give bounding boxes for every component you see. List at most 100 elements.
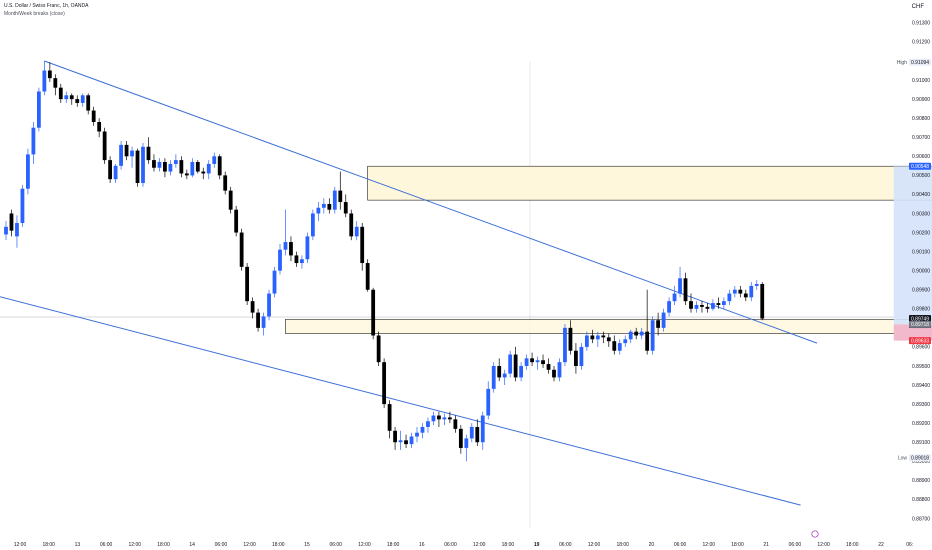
chart-title: U.S. Dollar / Swiss Franc, 1h, OANDA — [4, 3, 89, 9]
candle-body — [732, 289, 737, 294]
price-tick-label: 0.91000 — [912, 78, 930, 84]
candle-body — [327, 203, 332, 210]
candle-body — [190, 162, 195, 176]
candle-body — [168, 163, 173, 172]
candle-body — [283, 242, 288, 250]
price-tick-label: 0.89300 — [912, 402, 930, 408]
candle-body — [595, 335, 600, 340]
candle-body — [519, 365, 524, 378]
candle-body — [130, 150, 134, 157]
candle-body — [464, 438, 469, 448]
time-tick-label: 18:00 — [731, 542, 744, 548]
candle-body — [300, 259, 304, 264]
candle-body — [135, 150, 140, 183]
candle-body — [36, 91, 41, 128]
candle-body — [447, 417, 452, 420]
candle-body — [53, 78, 58, 88]
candle-body — [163, 162, 167, 172]
candle-body — [475, 426, 480, 443]
candle-body — [157, 162, 162, 168]
time-tick-label: 15 — [304, 542, 310, 548]
low-price-tag — [909, 454, 931, 462]
candle-body — [634, 331, 639, 336]
candle-body — [458, 428, 463, 448]
candle-body — [97, 121, 102, 132]
candle-body — [245, 266, 250, 302]
candle-body — [678, 278, 682, 294]
candle-body — [250, 301, 255, 313]
price-tick-label: 0.90800 — [912, 116, 930, 122]
price-tick-label: 0.91300 — [912, 21, 930, 27]
candle-body — [15, 223, 19, 237]
candle-body — [760, 284, 765, 319]
price-tick-label: 0.90000 — [912, 268, 930, 274]
candle-body — [9, 213, 14, 231]
candle-body — [124, 144, 129, 157]
candle-body — [667, 301, 671, 313]
candle-body — [102, 131, 107, 161]
candle-body — [42, 70, 47, 92]
price-tick-label: 0.91200 — [912, 40, 930, 46]
stop-price-tag — [909, 337, 931, 345]
candle-body — [267, 293, 271, 317]
price-tick-label: 0.89900 — [912, 288, 930, 294]
candle-body — [234, 209, 239, 233]
candle-body — [469, 426, 474, 439]
price-tick-label: 0.90700 — [912, 135, 930, 141]
high-price-tag-label: High — [897, 60, 908, 66]
candle-body — [453, 419, 458, 429]
channel-upper-line — [44, 60, 818, 344]
position-target-area — [893, 166, 932, 325]
candle-body — [201, 171, 206, 174]
time-tick-label: 18:00 — [157, 542, 170, 548]
time-tick-label: 12:00 — [817, 542, 830, 548]
candle-body — [584, 335, 589, 347]
candle-body — [294, 255, 299, 264]
candle-body — [179, 160, 184, 174]
time-tick-label: 12:00 — [129, 542, 142, 548]
candle-body — [491, 365, 496, 389]
candle-body — [86, 95, 91, 111]
candle-body — [31, 127, 36, 155]
candle-body — [601, 335, 606, 338]
time-tick-label: 18:00 — [846, 542, 859, 548]
high-price-tag — [909, 58, 931, 66]
time-tick-label: 12:00 — [588, 542, 601, 548]
time-tick-label: 18:00 — [387, 542, 400, 548]
candle-body — [513, 354, 518, 378]
time-tick-label: 06:00 — [789, 542, 802, 548]
candle-body — [426, 421, 430, 427]
candle-body — [743, 293, 748, 298]
candle-body — [239, 232, 244, 267]
candle-body — [535, 360, 540, 363]
candle-body — [415, 432, 419, 437]
low-price-tag-label: Low — [898, 456, 908, 462]
candle-body — [47, 70, 52, 79]
time-tick-label: 14 — [189, 542, 195, 548]
low-price-tag-value: 0.89018 — [911, 456, 929, 462]
candle-body — [223, 175, 228, 191]
demand-zone — [285, 318, 932, 334]
candle-body — [332, 190, 337, 210]
price-tick-label: 0.89100 — [912, 440, 930, 446]
candle-body — [338, 190, 343, 203]
time-tick-label: 12:00 — [14, 542, 27, 548]
price-tick-label: 0.90200 — [912, 230, 930, 236]
candle-body — [217, 156, 222, 176]
zone-price-tag — [909, 162, 931, 170]
candle-body — [387, 404, 392, 431]
candle-body — [683, 278, 688, 302]
candle-body — [442, 417, 447, 420]
candle-body — [563, 327, 567, 363]
channel-lower-line — [0, 296, 801, 506]
candle-body — [656, 320, 661, 328]
time-tick-label: 18:00 — [42, 542, 55, 548]
entry-price-tag-value: 0.89718 — [911, 322, 929, 328]
candle-body — [146, 146, 151, 161]
candle-body — [437, 415, 441, 420]
time-tick-label: 06:00 — [215, 542, 228, 548]
currency-label: CHF — [911, 4, 924, 10]
time-tick-label: 16 — [419, 542, 425, 548]
candle-body — [711, 303, 715, 309]
